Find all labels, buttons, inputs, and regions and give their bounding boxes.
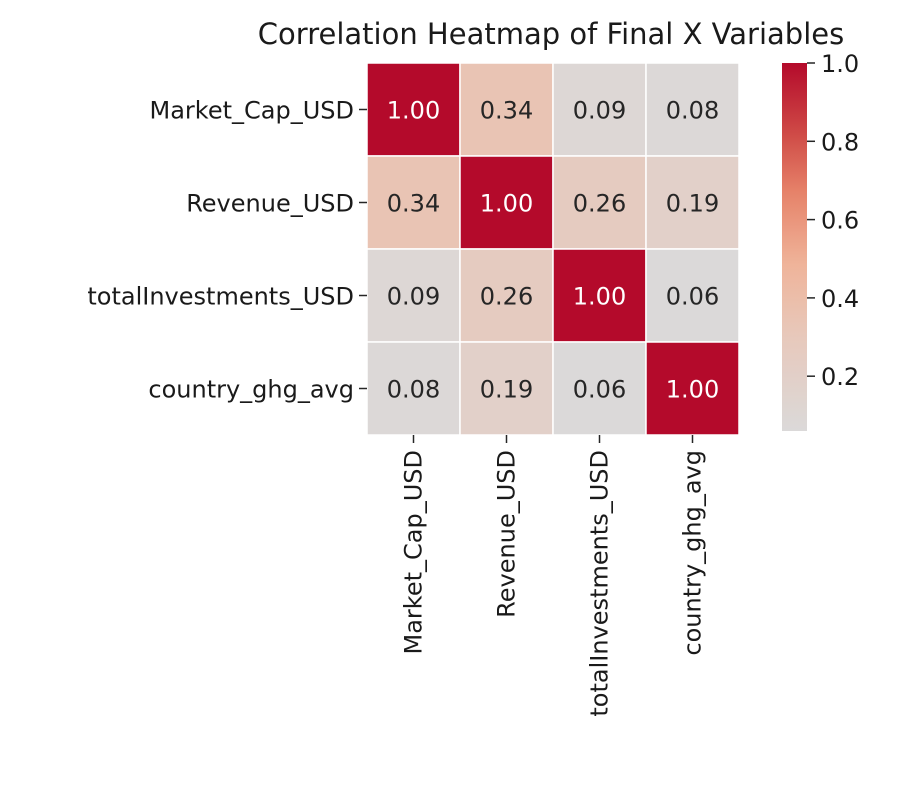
colorbar-tick-label: 0.4	[821, 285, 859, 313]
heatmap-cell	[645, 62, 740, 157]
colorbar-tick-label: 0.6	[821, 207, 859, 235]
row-tick-label: Market_Cap_USD	[150, 97, 354, 125]
heatmap-cells	[366, 62, 740, 436]
row-tick-label: country_ghg_avg	[148, 376, 354, 404]
heatmap-cell-value: 1.00	[387, 97, 440, 125]
heatmap-cell	[459, 248, 554, 343]
heatmap-cell-value: 0.09	[387, 283, 440, 311]
heatmap-cell	[459, 62, 554, 157]
column-tick-label: Market_Cap_USD	[400, 450, 428, 654]
row-tick-label: Revenue_USD	[186, 190, 354, 218]
heatmap-cell-value: 1.00	[666, 376, 719, 404]
column-tick-label: country_ghg_avg	[679, 450, 707, 656]
heatmap-cell-value: 0.26	[480, 283, 533, 311]
row-tick-labels: Market_Cap_USD Revenue_USD totalInvestment…	[87, 97, 367, 404]
heatmap-cell	[459, 341, 554, 436]
column-tick-label: Revenue_USD	[493, 450, 521, 618]
heatmap-cell	[645, 155, 740, 250]
heatmap-cell	[645, 341, 740, 436]
heatmap-cell	[552, 62, 647, 157]
heatmap-cell-value: 0.08	[387, 376, 440, 404]
heatmap-cell-value: 0.34	[387, 190, 440, 218]
heatmap-cell-labels: 1.00 0.34 0.09 0.08 0.34 1.00 0.26 0.19 0.09 0.26…	[387, 97, 719, 404]
chart-title: Correlation Heatmap of Final X Variables	[258, 17, 844, 51]
heatmap-cell-value: 0.09	[573, 97, 626, 125]
heatmap-cell-value: 1.00	[573, 283, 626, 311]
heatmap-cell	[459, 155, 554, 250]
heatmap-cell-value: 0.19	[666, 190, 719, 218]
column-tick-labels: Market_Cap_USD Revenue_USD totalInvestment…	[400, 435, 707, 717]
heatmap-cell-value: 0.26	[573, 190, 626, 218]
heatmap-cell-value: 1.00	[480, 190, 533, 218]
heatmap-cell	[645, 248, 740, 343]
heatmap-cell-value: 0.19	[480, 376, 533, 404]
row-tick-label: totalInvestments_USD	[87, 283, 354, 311]
colorbar	[782, 63, 807, 431]
colorbar-tick-labels: 0.2 0.4 0.6 0.8 1.0	[807, 50, 859, 391]
column-tick-label: totalInvestments_USD	[586, 450, 614, 717]
heatmap-cell-value: 0.06	[666, 283, 719, 311]
colorbar-tick-label: 0.8	[821, 128, 859, 156]
heatmap-cell	[366, 62, 461, 157]
heatmap-cell-value: 0.34	[480, 97, 533, 125]
colorbar-tick-label: 1.0	[821, 50, 859, 78]
heatmap-cell-value: 0.08	[666, 97, 719, 125]
heatmap-cell-value: 0.06	[573, 376, 626, 404]
colorbar-tick-label: 0.2	[821, 363, 859, 391]
